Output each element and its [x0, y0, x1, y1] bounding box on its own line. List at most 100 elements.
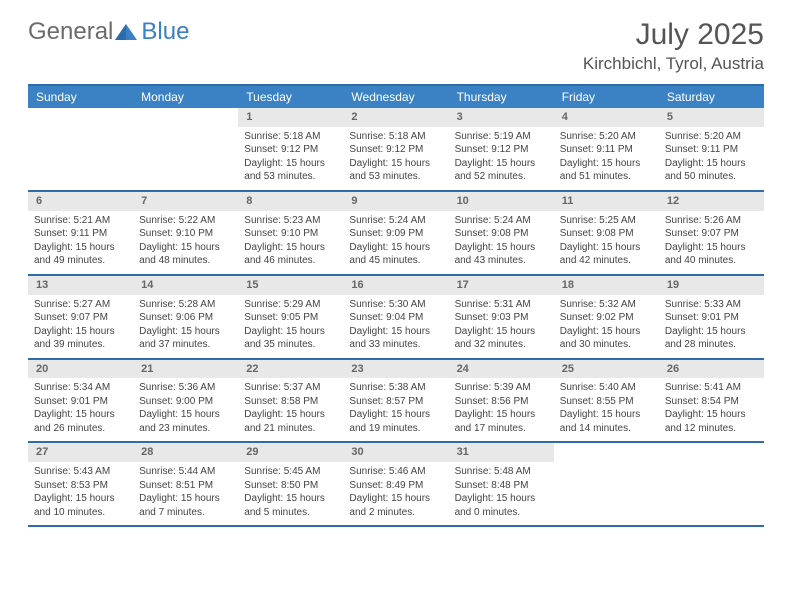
calendar-cell: 5Sunrise: 5:20 AMSunset: 9:11 PMDaylight…: [659, 108, 764, 191]
day-body: Sunrise: 5:21 AMSunset: 9:11 PMDaylight:…: [28, 211, 133, 274]
weekday-header: Friday: [554, 85, 659, 108]
day-body: Sunrise: 5:34 AMSunset: 9:01 PMDaylight:…: [28, 378, 133, 441]
sunrise-line: Sunrise: 5:43 AM: [34, 465, 127, 479]
sunrise-line: Sunrise: 5:29 AM: [244, 298, 337, 312]
day-body: Sunrise: 5:36 AMSunset: 9:00 PMDaylight:…: [133, 378, 238, 441]
calendar-cell: 27Sunrise: 5:43 AMSunset: 8:53 PMDayligh…: [28, 442, 133, 526]
daylight-line: Daylight: 15 hours and 43 minutes.: [455, 241, 548, 268]
day-number: 20: [28, 360, 133, 379]
day-body: Sunrise: 5:39 AMSunset: 8:56 PMDaylight:…: [449, 378, 554, 441]
sunrise-line: Sunrise: 5:20 AM: [560, 130, 653, 144]
calendar-cell: 10Sunrise: 5:24 AMSunset: 9:08 PMDayligh…: [449, 191, 554, 275]
sunset-line: Sunset: 9:08 PM: [455, 227, 548, 241]
sunrise-line: Sunrise: 5:48 AM: [455, 465, 548, 479]
daylight-line: Daylight: 15 hours and 52 minutes.: [455, 157, 548, 184]
day-number: 9: [343, 192, 448, 211]
daylight-line: Daylight: 15 hours and 51 minutes.: [560, 157, 653, 184]
calendar-cell: 12Sunrise: 5:26 AMSunset: 9:07 PMDayligh…: [659, 191, 764, 275]
sunset-line: Sunset: 9:03 PM: [455, 311, 548, 325]
calendar-row: 6Sunrise: 5:21 AMSunset: 9:11 PMDaylight…: [28, 191, 764, 275]
day-number: 19: [659, 276, 764, 295]
sunrise-line: Sunrise: 5:21 AM: [34, 214, 127, 228]
sunrise-line: Sunrise: 5:23 AM: [244, 214, 337, 228]
daylight-line: Daylight: 15 hours and 48 minutes.: [139, 241, 232, 268]
daylight-line: Daylight: 15 hours and 39 minutes.: [34, 325, 127, 352]
daylight-line: Daylight: 15 hours and 2 minutes.: [349, 492, 442, 519]
weekday-header: Thursday: [449, 85, 554, 108]
calendar-cell: [554, 442, 659, 526]
calendar-cell: 9Sunrise: 5:24 AMSunset: 9:09 PMDaylight…: [343, 191, 448, 275]
day-number: 8: [238, 192, 343, 211]
day-number: 2: [343, 108, 448, 127]
weekday-header: Tuesday: [238, 85, 343, 108]
daylight-line: Daylight: 15 hours and 33 minutes.: [349, 325, 442, 352]
calendar-cell: 18Sunrise: 5:32 AMSunset: 9:02 PMDayligh…: [554, 275, 659, 359]
calendar-cell: [659, 442, 764, 526]
calendar-table: SundayMondayTuesdayWednesdayThursdayFrid…: [28, 84, 764, 527]
calendar-cell: 26Sunrise: 5:41 AMSunset: 8:54 PMDayligh…: [659, 359, 764, 443]
daylight-line: Daylight: 15 hours and 53 minutes.: [349, 157, 442, 184]
daylight-line: Daylight: 15 hours and 45 minutes.: [349, 241, 442, 268]
day-body: Sunrise: 5:32 AMSunset: 9:02 PMDaylight:…: [554, 295, 659, 358]
daylight-line: Daylight: 15 hours and 42 minutes.: [560, 241, 653, 268]
sunrise-line: Sunrise: 5:18 AM: [349, 130, 442, 144]
sunset-line: Sunset: 9:01 PM: [665, 311, 758, 325]
sunset-line: Sunset: 8:48 PM: [455, 479, 548, 493]
sunset-line: Sunset: 9:11 PM: [665, 143, 758, 157]
calendar-cell: 15Sunrise: 5:29 AMSunset: 9:05 PMDayligh…: [238, 275, 343, 359]
sunrise-line: Sunrise: 5:46 AM: [349, 465, 442, 479]
day-number: 3: [449, 108, 554, 127]
calendar-cell: 29Sunrise: 5:45 AMSunset: 8:50 PMDayligh…: [238, 442, 343, 526]
location: Kirchbichl, Tyrol, Austria: [583, 54, 764, 74]
calendar-head: SundayMondayTuesdayWednesdayThursdayFrid…: [28, 85, 764, 108]
day-body: Sunrise: 5:37 AMSunset: 8:58 PMDaylight:…: [238, 378, 343, 441]
daylight-line: Daylight: 15 hours and 10 minutes.: [34, 492, 127, 519]
calendar-cell: [133, 108, 238, 191]
sunset-line: Sunset: 9:04 PM: [349, 311, 442, 325]
day-body: Sunrise: 5:18 AMSunset: 9:12 PMDaylight:…: [238, 127, 343, 190]
sunrise-line: Sunrise: 5:45 AM: [244, 465, 337, 479]
day-number: 7: [133, 192, 238, 211]
sunrise-line: Sunrise: 5:33 AM: [665, 298, 758, 312]
sunrise-line: Sunrise: 5:34 AM: [34, 381, 127, 395]
sunrise-line: Sunrise: 5:18 AM: [244, 130, 337, 144]
day-number: 18: [554, 276, 659, 295]
sunset-line: Sunset: 9:11 PM: [560, 143, 653, 157]
calendar-cell: 6Sunrise: 5:21 AMSunset: 9:11 PMDaylight…: [28, 191, 133, 275]
day-body: Sunrise: 5:44 AMSunset: 8:51 PMDaylight:…: [133, 462, 238, 525]
calendar-cell: 25Sunrise: 5:40 AMSunset: 8:55 PMDayligh…: [554, 359, 659, 443]
calendar-cell: 4Sunrise: 5:20 AMSunset: 9:11 PMDaylight…: [554, 108, 659, 191]
day-body: Sunrise: 5:30 AMSunset: 9:04 PMDaylight:…: [343, 295, 448, 358]
sunset-line: Sunset: 8:53 PM: [34, 479, 127, 493]
sunrise-line: Sunrise: 5:24 AM: [455, 214, 548, 228]
day-number: 29: [238, 443, 343, 462]
day-number: 16: [343, 276, 448, 295]
logo-triangle-icon: [115, 24, 137, 40]
sunrise-line: Sunrise: 5:27 AM: [34, 298, 127, 312]
day-number: 25: [554, 360, 659, 379]
day-body: Sunrise: 5:20 AMSunset: 9:11 PMDaylight:…: [554, 127, 659, 190]
day-body: Sunrise: 5:31 AMSunset: 9:03 PMDaylight:…: [449, 295, 554, 358]
sunset-line: Sunset: 9:01 PM: [34, 395, 127, 409]
calendar-cell: 7Sunrise: 5:22 AMSunset: 9:10 PMDaylight…: [133, 191, 238, 275]
sunset-line: Sunset: 9:05 PM: [244, 311, 337, 325]
day-body: Sunrise: 5:48 AMSunset: 8:48 PMDaylight:…: [449, 462, 554, 525]
day-body: Sunrise: 5:45 AMSunset: 8:50 PMDaylight:…: [238, 462, 343, 525]
calendar-cell: 3Sunrise: 5:19 AMSunset: 9:12 PMDaylight…: [449, 108, 554, 191]
daylight-line: Daylight: 15 hours and 21 minutes.: [244, 408, 337, 435]
daylight-line: Daylight: 15 hours and 0 minutes.: [455, 492, 548, 519]
sunrise-line: Sunrise: 5:44 AM: [139, 465, 232, 479]
daylight-line: Daylight: 15 hours and 49 minutes.: [34, 241, 127, 268]
day-number: 23: [343, 360, 448, 379]
day-body: Sunrise: 5:24 AMSunset: 9:08 PMDaylight:…: [449, 211, 554, 274]
sunset-line: Sunset: 8:54 PM: [665, 395, 758, 409]
sunrise-line: Sunrise: 5:40 AM: [560, 381, 653, 395]
sunrise-line: Sunrise: 5:39 AM: [455, 381, 548, 395]
daylight-line: Daylight: 15 hours and 5 minutes.: [244, 492, 337, 519]
sunrise-line: Sunrise: 5:31 AM: [455, 298, 548, 312]
day-number: 22: [238, 360, 343, 379]
daylight-line: Daylight: 15 hours and 40 minutes.: [665, 241, 758, 268]
day-number: 24: [449, 360, 554, 379]
sunrise-line: Sunrise: 5:19 AM: [455, 130, 548, 144]
daylight-line: Daylight: 15 hours and 50 minutes.: [665, 157, 758, 184]
